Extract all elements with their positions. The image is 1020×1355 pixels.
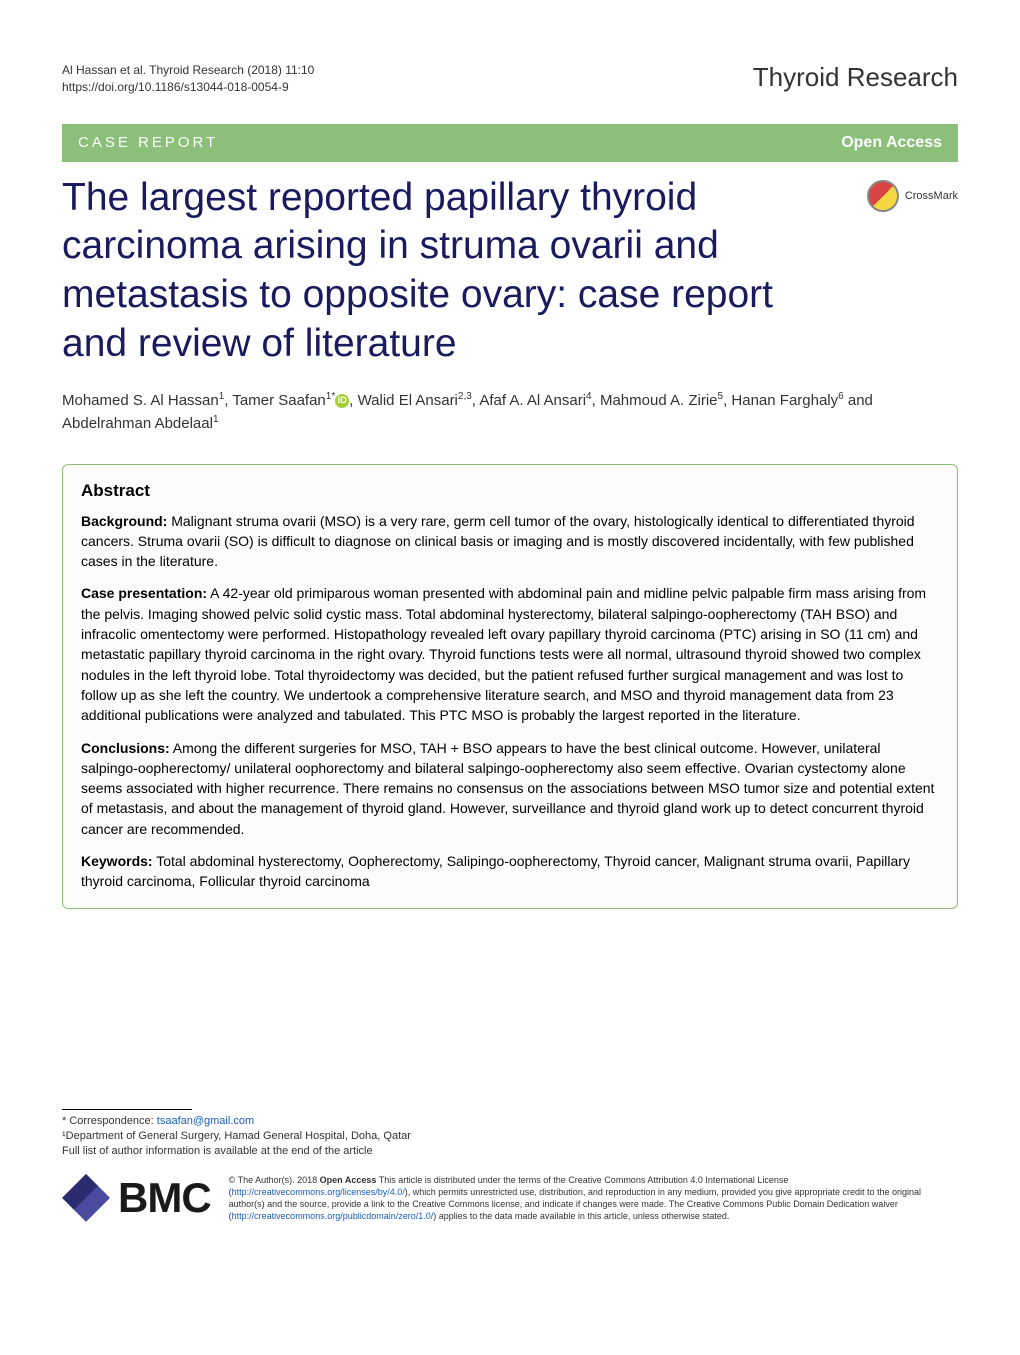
license-link-1[interactable]: http://creativecommons.org/licenses/by/4… <box>232 1187 405 1197</box>
affiliation-1: ¹Department of General Surgery, Hamad Ge… <box>62 1129 958 1144</box>
author-6: Hanan Farghaly6 <box>731 392 843 409</box>
category-label: CASE REPORT <box>78 134 218 151</box>
author-7: Abdelrahman Abdelaal1 <box>62 415 219 432</box>
footer-block: * Correspondence: tsaafan@gmail.com ¹Dep… <box>62 1109 958 1223</box>
background-label: Background: <box>81 513 167 529</box>
full-list-note: Full list of author information is avail… <box>62 1144 958 1159</box>
abstract-box: Abstract Background: Malignant struma ov… <box>62 464 958 909</box>
crossmark-label: CrossMark <box>905 190 958 202</box>
journal-brand: Thyroid Research <box>753 62 958 93</box>
category-bar: CASE REPORT Open Access <box>62 124 958 162</box>
conclusions-text: Among the different surgeries for MSO, T… <box>81 740 934 837</box>
case-label: Case presentation: <box>81 585 207 601</box>
license-text-3: ) applies to the data made available in … <box>433 1211 729 1221</box>
open-access-bold: Open Access <box>320 1175 377 1185</box>
author-4: Afaf A. Al Ansari4 <box>479 392 591 409</box>
license-text: © The Author(s). 2018 Open Access This a… <box>229 1174 958 1223</box>
bmc-diamond-icon <box>62 1174 110 1222</box>
correspondence-email-link[interactable]: tsaafan@gmail.com <box>157 1115 254 1127</box>
correspondence: * Correspondence: tsaafan@gmail.com ¹Dep… <box>62 1114 958 1160</box>
citation-text: Al Hassan et al. Thyroid Research (2018)… <box>62 62 314 79</box>
doi-text: https://doi.org/10.1186/s13044-018-0054-… <box>62 79 314 96</box>
bmc-logo[interactable]: BMC <box>62 1174 211 1222</box>
open-access-label: Open Access <box>841 134 942 152</box>
license-prefix: © The Author(s). 2018 <box>229 1175 320 1185</box>
author-5: Mahmoud A. Zirie5 <box>600 392 723 409</box>
correspondence-divider <box>62 1109 192 1110</box>
title-row: The largest reported papillary thyroid c… <box>62 174 958 369</box>
abstract-case: Case presentation: A 42-year old primipa… <box>81 583 939 725</box>
header-meta: Al Hassan et al. Thyroid Research (2018)… <box>62 62 958 96</box>
author-1: Mohamed S. Al Hassan1 <box>62 392 224 409</box>
keywords-label: Keywords: <box>81 853 153 869</box>
abstract-keywords: Keywords: Total abdominal hysterectomy, … <box>81 851 939 892</box>
orcid-icon[interactable]: iD <box>335 394 349 408</box>
crossmark-badge[interactable]: CrossMark <box>867 180 958 212</box>
author-2: Tamer Saafan1*iD <box>232 392 349 409</box>
abstract-background: Background: Malignant struma ovarii (MSO… <box>81 511 939 572</box>
abstract-heading: Abstract <box>81 481 939 501</box>
crossmark-icon <box>867 180 899 212</box>
author-3: Walid El Ansari2,3 <box>358 392 472 409</box>
conclusions-label: Conclusions: <box>81 740 170 756</box>
abstract-conclusions: Conclusions: Among the different surgeri… <box>81 738 939 839</box>
citation-block: Al Hassan et al. Thyroid Research (2018)… <box>62 62 314 96</box>
authors-block: Mohamed S. Al Hassan1, Tamer Saafan1*iD,… <box>62 389 958 436</box>
case-text: A 42-year old primiparous woman presente… <box>81 585 926 723</box>
bmc-text: BMC <box>118 1174 211 1222</box>
page-container: Al Hassan et al. Thyroid Research (2018)… <box>0 0 1020 1242</box>
license-row: BMC © The Author(s). 2018 Open Access Th… <box>62 1174 958 1223</box>
keywords-text: Total abdominal hysterectomy, Oopherecto… <box>81 853 910 889</box>
correspondence-label: * Correspondence: <box>62 1115 157 1127</box>
license-link-2[interactable]: http://creativecommons.org/publicdomain/… <box>232 1211 434 1221</box>
background-text: Malignant struma ovarii (MSO) is a very … <box>81 513 915 570</box>
article-title: The largest reported papillary thyroid c… <box>62 174 867 369</box>
